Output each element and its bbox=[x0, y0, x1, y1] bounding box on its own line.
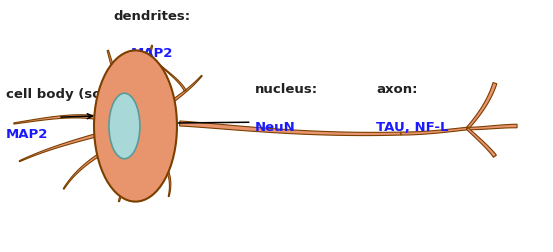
Text: dendrites:: dendrites: bbox=[113, 10, 191, 23]
Text: MAP2: MAP2 bbox=[131, 47, 173, 60]
Polygon shape bbox=[401, 127, 467, 135]
Text: NeuN: NeuN bbox=[254, 120, 295, 134]
Polygon shape bbox=[180, 121, 401, 136]
Polygon shape bbox=[19, 132, 103, 162]
Polygon shape bbox=[467, 128, 497, 157]
Text: MAP2: MAP2 bbox=[6, 128, 48, 141]
Text: nucleus:: nucleus: bbox=[254, 83, 317, 96]
Text: axon:: axon: bbox=[376, 83, 418, 96]
Text: TAU, NF-L: TAU, NF-L bbox=[376, 120, 448, 134]
Polygon shape bbox=[158, 63, 186, 91]
Polygon shape bbox=[467, 124, 517, 130]
Polygon shape bbox=[118, 151, 132, 202]
Polygon shape bbox=[466, 83, 497, 129]
Polygon shape bbox=[139, 45, 153, 103]
Ellipse shape bbox=[94, 50, 177, 202]
Polygon shape bbox=[162, 75, 202, 110]
Ellipse shape bbox=[109, 93, 140, 159]
Polygon shape bbox=[14, 115, 103, 124]
Polygon shape bbox=[151, 148, 171, 197]
Polygon shape bbox=[107, 50, 129, 107]
Text: cell body (soma):: cell body (soma): bbox=[6, 88, 135, 101]
Polygon shape bbox=[63, 145, 114, 189]
